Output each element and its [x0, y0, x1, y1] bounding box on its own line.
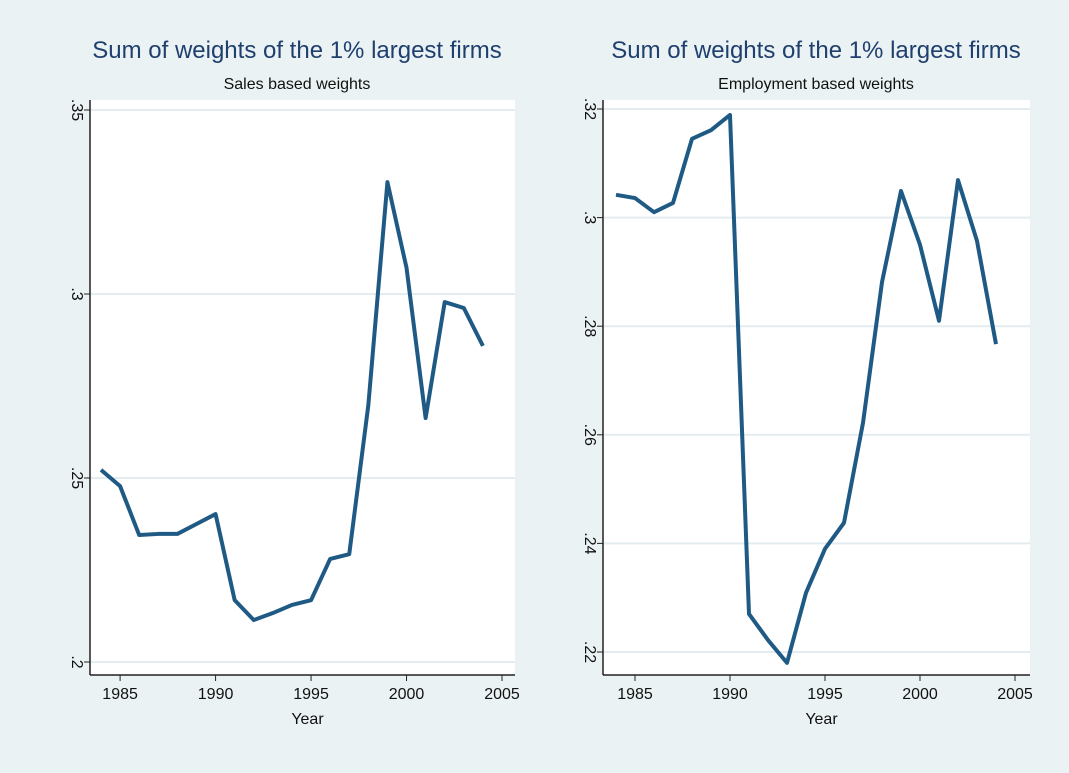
chart-subtitle: Sales based weights: [224, 76, 371, 93]
chart-subtitle: Employment based weights: [718, 76, 914, 93]
chart-title: Sum of weights of the 1% largest firms: [611, 37, 1021, 64]
x-tick-label: 2005: [484, 686, 520, 703]
y-tick-label: .25: [68, 467, 85, 489]
y-tick-label: .3: [68, 287, 85, 300]
x-tick-label: 2000: [902, 686, 938, 703]
panel: Sum of weights of the 1% largest firms Sa…: [68, 37, 520, 728]
y-tick-label: .22: [581, 641, 598, 663]
plot-area: [603, 100, 1030, 675]
y-tick-label: .32: [581, 98, 598, 120]
x-tick-label: 1990: [198, 686, 234, 703]
x-axis-label: Year: [291, 711, 324, 728]
chart-title: Sum of weights of the 1% largest firms: [92, 37, 502, 64]
data-line: [615, 112, 998, 665]
x-tick-label: 1995: [807, 686, 843, 703]
y-tick-label: .26: [581, 424, 598, 446]
y-tick-label: .28: [581, 315, 598, 337]
plot-area: [90, 100, 515, 675]
x-axis-label: Year: [805, 711, 838, 728]
y-tick-label: .3: [581, 211, 598, 224]
panel: Sum of weights of the 1% largest firms Em…: [581, 37, 1033, 728]
x-tick-label: 1985: [102, 686, 138, 703]
data-line: [99, 180, 485, 623]
x-tick-label: 1995: [293, 686, 329, 703]
y-tick-label: .35: [68, 99, 85, 121]
x-tick-label: 1985: [617, 686, 653, 703]
y-tick-label: .2: [68, 655, 85, 668]
x-tick-label: 2000: [389, 686, 425, 703]
x-tick-label: 1990: [712, 686, 748, 703]
y-tick-label: .24: [581, 532, 598, 554]
x-tick-label: 2005: [997, 686, 1033, 703]
